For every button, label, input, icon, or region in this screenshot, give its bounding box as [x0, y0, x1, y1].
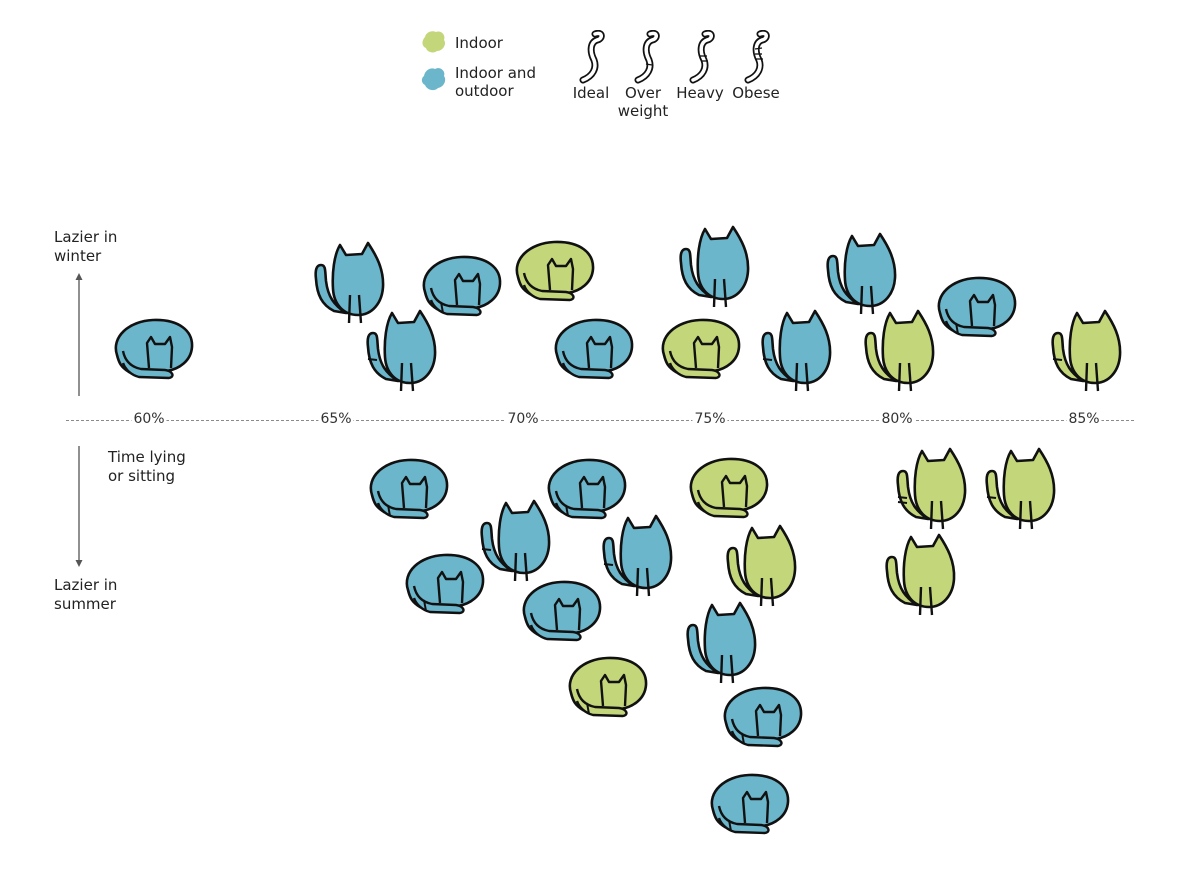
cat-marker-sitting-indoor [1049, 307, 1125, 393]
cat-marker-curled-indoor-outdoor [364, 455, 450, 525]
cat-marker-sitting-indoor [862, 307, 938, 393]
axis-label-winter: Lazier in winter [54, 228, 118, 265]
cat-marker-curled-indoor-outdoor [400, 550, 486, 620]
cat-marker-sitting-indoor-outdoor [312, 239, 388, 325]
x-tick-70: 70% [505, 411, 541, 427]
cat-marker-sitting-indoor [883, 531, 959, 617]
legend-overweight-label: Over weight [617, 84, 669, 120]
cat-marker-curled-indoor [684, 454, 770, 524]
cat-marker-sitting-indoor-outdoor [677, 223, 753, 309]
cat-marker-curled-indoor-outdoor [517, 577, 603, 647]
cat-marker-curled-indoor-outdoor [705, 770, 791, 840]
tail-heavy-icon [687, 29, 717, 84]
paint-blob-icon-indoor-outdoor [421, 66, 447, 92]
tail-ideal-icon [577, 29, 607, 84]
cat-marker-curled-indoor-outdoor [417, 252, 503, 322]
cat-marker-curled-indoor [563, 653, 649, 723]
x-tick-75: 75% [692, 411, 728, 427]
cat-marker-curled-indoor [510, 237, 596, 307]
x-tick-60: 60% [131, 411, 167, 427]
cat-marker-sitting-indoor-outdoor [824, 230, 900, 316]
legend: Indoor Indoor and outdoor Ideal Over weig… [0, 0, 1200, 130]
cat-marker-curled-indoor-outdoor [109, 315, 195, 385]
legend-indoor-outdoor-label: Indoor and outdoor [455, 64, 536, 100]
legend-heavy-label: Heavy [676, 84, 724, 102]
axis-label-time-lying: Time lying or sitting [108, 448, 186, 485]
cat-marker-sitting-indoor [894, 445, 970, 531]
x-tick-80: 80% [879, 411, 915, 427]
x-tick-65: 65% [318, 411, 354, 427]
legend-ideal-label: Ideal [572, 84, 610, 102]
paint-blob-icon-indoor [421, 29, 447, 55]
cat-marker-sitting-indoor-outdoor [478, 497, 554, 583]
tail-overweight-icon [632, 29, 662, 84]
legend-indoor-label: Indoor [455, 34, 503, 52]
cat-marker-sitting-indoor-outdoor [684, 599, 760, 685]
cat-marker-sitting-indoor-outdoor [600, 512, 676, 598]
cat-marker-curled-indoor-outdoor [718, 683, 804, 753]
cat-marker-curled-indoor [656, 315, 742, 385]
cat-marker-sitting-indoor-outdoor [759, 307, 835, 393]
cat-marker-sitting-indoor-outdoor [364, 307, 440, 393]
cat-marker-curled-indoor-outdoor [932, 273, 1018, 343]
x-tick-85: 85% [1066, 411, 1102, 427]
cat-marker-sitting-indoor [983, 445, 1059, 531]
cat-marker-curled-indoor-outdoor [549, 315, 635, 385]
cat-marker-sitting-indoor [724, 522, 800, 608]
axis-label-summer: Lazier in summer [54, 576, 118, 613]
cat-marker-curled-indoor-outdoor [542, 455, 628, 525]
tail-obese-icon [742, 29, 772, 84]
x-axis-baseline [66, 420, 1134, 421]
legend-obese-label: Obese [732, 84, 780, 102]
arrow-up-icon [75, 273, 83, 396]
arrow-down-icon [75, 446, 83, 567]
